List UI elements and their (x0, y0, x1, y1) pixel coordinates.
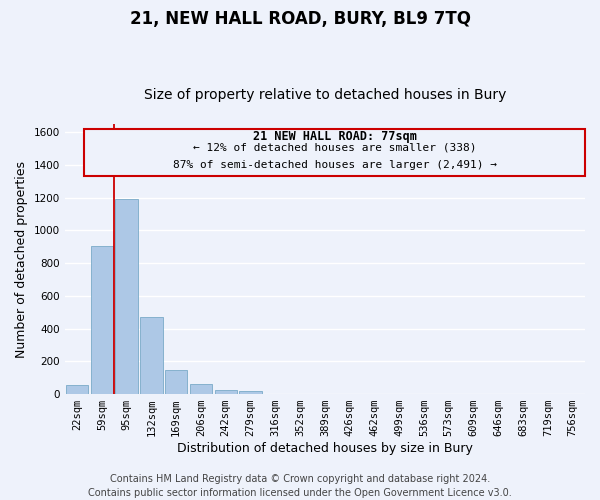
Text: ← 12% of detached houses are smaller (338): ← 12% of detached houses are smaller (33… (193, 142, 476, 152)
Bar (140, 317, 163, 394)
Bar (115, 200, 138, 394)
Text: 21, NEW HALL ROAD, BURY, BL9 7TQ: 21, NEW HALL ROAD, BURY, BL9 7TQ (130, 10, 470, 28)
Bar (165, 370, 187, 394)
Text: 21 NEW HALL ROAD: 77sqm: 21 NEW HALL ROAD: 77sqm (253, 130, 416, 143)
X-axis label: Distribution of detached houses by size in Bury: Distribution of detached houses by size … (177, 442, 473, 455)
Bar (239, 391, 262, 394)
Text: 87% of semi-detached houses are larger (2,491) →: 87% of semi-detached houses are larger (… (173, 160, 497, 170)
Bar (190, 384, 212, 394)
Bar (215, 390, 237, 394)
Bar (91, 246, 113, 394)
Title: Size of property relative to detached houses in Bury: Size of property relative to detached ho… (143, 88, 506, 102)
Bar (66, 385, 88, 394)
Text: Contains HM Land Registry data © Crown copyright and database right 2024.
Contai: Contains HM Land Registry data © Crown c… (88, 474, 512, 498)
FancyBboxPatch shape (85, 129, 585, 176)
Y-axis label: Number of detached properties: Number of detached properties (15, 160, 28, 358)
